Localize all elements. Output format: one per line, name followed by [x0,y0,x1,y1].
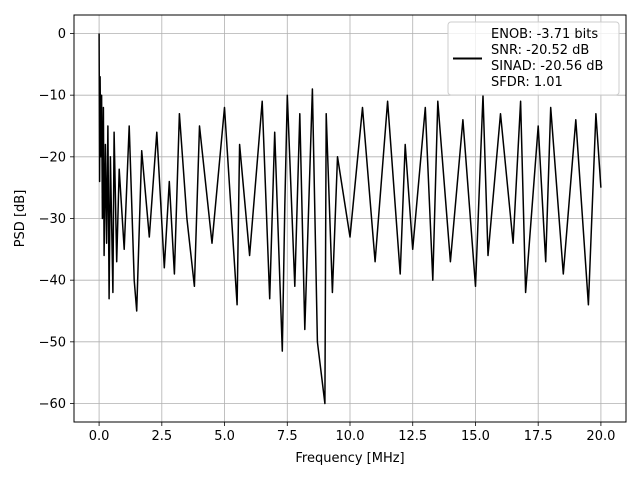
legend-sfdr: SFDR: 1.01 [491,75,563,90]
series-layer [98,33,602,405]
legend-box [447,21,620,96]
y-tick-label: −10 [39,89,66,104]
x-axis-label: Frequency [MHz] [295,451,404,466]
axis-ticks: 0.0 2.5 5.0 7.5 10.0 12.5 15.0 17.5 20.0 0 −10 −20 −… [39,27,616,444]
x-tick-label: 10.0 [336,429,365,444]
psd-series-line [98,33,602,405]
legend-enob: ENOB: -3.71 bits [491,27,598,42]
x-tick-label: 12.5 [398,429,427,444]
y-tick-label: −40 [39,274,66,289]
legend-sinad: SINAD: -20.56 dB [491,59,603,74]
x-tick-label: 20.0 [586,429,615,444]
y-tick-label: −30 [39,212,66,227]
x-tick-label: 5.0 [214,429,235,444]
y-tick-label: −20 [39,150,66,165]
x-tick-label: 0.0 [89,429,110,444]
y-tick-label: −50 [39,335,66,350]
x-tick-label: 2.5 [151,429,172,444]
x-tick-label: 7.5 [277,429,298,444]
y-axis-label: PSD [dB] [13,190,28,248]
legend-snr: SNR: -20.52 dB [491,43,589,58]
x-tick-label: 17.5 [524,429,553,444]
y-tick-label: −60 [39,397,66,412]
x-tick-label: 15.0 [461,429,490,444]
y-tick-label: 0 [58,27,66,42]
legend: ENOB: -3.71 bits SNR: -20.52 dB SINAD: -… [447,21,620,96]
